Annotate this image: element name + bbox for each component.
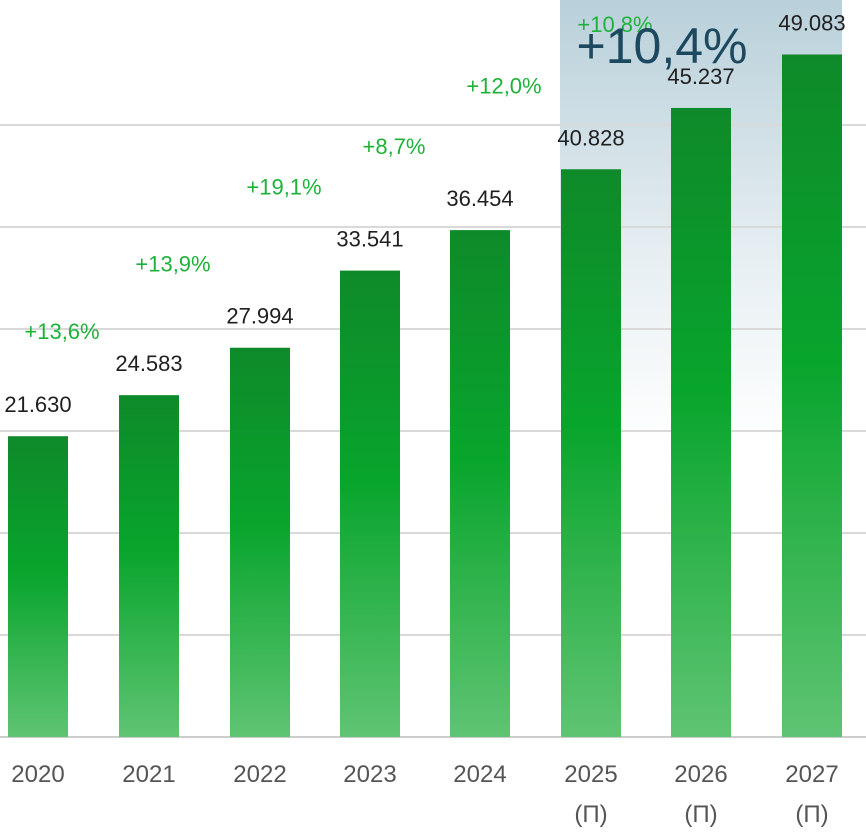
bar-2024 — [450, 230, 510, 737]
year-label-2025: 2025 — [564, 761, 617, 788]
growth-label-2025: +10,8% — [577, 12, 652, 37]
growth-label-2021: +13,9% — [135, 252, 210, 277]
growth-label-2024: +12,0% — [466, 73, 541, 98]
bar-2023 — [340, 270, 400, 737]
bar-2026 — [671, 107, 731, 737]
growth-label-2020: +13,6% — [24, 319, 99, 344]
year-label-2020: 2020 — [11, 761, 64, 788]
year-label-2023: 2023 — [343, 761, 396, 788]
forecast-growth-label: +10,4% — [577, 18, 748, 74]
forecast-marker-2027: (П) — [795, 801, 828, 828]
bar-2027 — [782, 54, 842, 738]
bar-2020 — [8, 436, 68, 737]
value-label-2027: 49.083 — [778, 10, 845, 35]
bar-2022 — [230, 347, 290, 737]
bar-2021 — [119, 395, 179, 737]
year-label-2027: 2027 — [785, 761, 838, 788]
year-label-2024: 2024 — [453, 761, 506, 788]
year-label-2021: 2021 — [122, 761, 175, 788]
growth-label-2022: +19,1% — [246, 175, 321, 200]
value-label-2025: 40.828 — [557, 125, 624, 150]
labels: 21.630 +13,6% 2020 24.583 +13,9% 2021 27.994 +1… — [4, 10, 845, 828]
bar-2025 — [561, 169, 621, 737]
forecast-marker-2025: (П) — [574, 801, 607, 828]
value-label-2023: 33.541 — [336, 227, 403, 252]
forecast-marker-2026: (П) — [684, 801, 717, 828]
value-label-2024: 36.454 — [446, 186, 513, 211]
year-label-2026: 2026 — [674, 761, 727, 788]
growth-label-2023: +8,7% — [363, 134, 426, 159]
value-label-2020: 21.630 — [4, 392, 71, 417]
value-label-2021: 24.583 — [115, 351, 182, 376]
bars — [8, 54, 842, 738]
value-label-2022: 27.994 — [226, 304, 293, 329]
value-label-2026: 45.237 — [667, 64, 734, 89]
year-label-2022: 2022 — [233, 761, 286, 788]
